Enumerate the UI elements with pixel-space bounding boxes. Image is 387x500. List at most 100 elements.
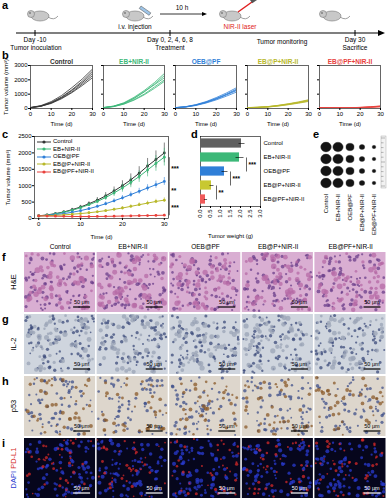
svg-text:***: *** (171, 165, 179, 172)
svg-text:50 μm: 50 μm (146, 485, 162, 491)
svg-text:DAPI PD-L1: DAPI PD-L1 (9, 448, 18, 489)
svg-text:Day -10: Day -10 (24, 36, 47, 44)
svg-text:1500: 1500 (18, 166, 32, 172)
svg-text:OEB@PF: OEB@PF (191, 243, 220, 250)
svg-text:0: 0 (102, 111, 106, 117)
svg-text:3000: 3000 (14, 62, 28, 68)
svg-text:50 μm: 50 μm (292, 361, 308, 367)
svg-text:EB+NIR-II: EB+NIR-II (264, 154, 292, 160)
svg-text:1.5: 1.5 (227, 209, 233, 218)
svg-text:30: 30 (161, 111, 168, 117)
svg-text:Tumor inoculation: Tumor inoculation (10, 44, 62, 51)
svg-text:EB@PF+NIR-II: EB@PF+NIR-II (328, 58, 373, 65)
svg-text:2000: 2000 (14, 77, 28, 83)
svg-text:50 μm: 50 μm (292, 485, 308, 491)
svg-text:10 h: 10 h (176, 4, 189, 11)
svg-text:Sacrifice: Sacrifice (343, 44, 368, 51)
svg-text:50 μm: 50 μm (292, 423, 308, 429)
svg-text:OEB@PF: OEB@PF (264, 168, 291, 174)
svg-text:Control: Control (264, 140, 283, 146)
svg-text:50 μm: 50 μm (364, 423, 380, 429)
svg-text:30: 30 (377, 111, 384, 117)
svg-text:3.0: 3.0 (257, 209, 263, 218)
svg-text:50 μm: 50 μm (74, 299, 90, 305)
svg-text:10: 10 (120, 111, 127, 117)
svg-text:Tumor volume (mm³): Tumor volume (mm³) (5, 150, 11, 206)
svg-text:**: ** (219, 189, 225, 196)
svg-text:0: 0 (29, 111, 33, 117)
svg-text:Control: Control (50, 58, 73, 65)
svg-text:Control: Control (323, 194, 329, 213)
svg-text:1000: 1000 (18, 183, 32, 189)
svg-text:EB@P+NIR-II: EB@P+NIR-II (258, 243, 299, 250)
svg-text:2000: 2000 (18, 150, 32, 156)
svg-text:1000: 1000 (14, 91, 28, 97)
svg-text:Time (d): Time (d) (267, 121, 289, 127)
svg-text:i.v. injection: i.v. injection (118, 23, 152, 31)
svg-text:500: 500 (21, 199, 32, 205)
svg-text:EB@PF+NIR-II: EB@PF+NIR-II (264, 196, 305, 202)
svg-text:50 μm: 50 μm (219, 299, 235, 305)
svg-text:EB@P+NIR-II: EB@P+NIR-II (258, 58, 299, 65)
svg-text:50 μm: 50 μm (364, 361, 380, 367)
svg-text:Time (d): Time (d) (195, 121, 217, 127)
svg-text:50 μm: 50 μm (364, 299, 380, 305)
svg-text:50 μm: 50 μm (146, 423, 162, 429)
svg-text:0: 0 (37, 221, 41, 227)
svg-text:50 μm: 50 μm (74, 423, 90, 429)
svg-text:20: 20 (213, 111, 220, 117)
svg-text:1.0: 1.0 (217, 209, 223, 218)
svg-text:2.5: 2.5 (247, 209, 253, 218)
svg-text:EB+NIR-II: EB+NIR-II (119, 58, 149, 65)
svg-text:20: 20 (285, 111, 292, 117)
svg-text:30: 30 (305, 111, 312, 117)
svg-text:Control: Control (50, 243, 72, 250)
svg-text:10: 10 (264, 111, 271, 117)
svg-text:50 μm: 50 μm (74, 485, 90, 491)
svg-text:Time (d): Time (d) (90, 234, 112, 240)
svg-text:IL-2: IL-2 (9, 338, 18, 351)
svg-text:10: 10 (77, 221, 84, 227)
svg-text:Treatment: Treatment (155, 44, 185, 51)
svg-text:EB@PF+NIR-II: EB@PF+NIR-II (371, 194, 377, 235)
svg-text:2500: 2500 (18, 133, 32, 139)
svg-text:0: 0 (246, 111, 250, 117)
svg-text:50 μm: 50 μm (146, 299, 162, 305)
svg-text:***: *** (249, 161, 257, 168)
svg-text:Tumor weight (g): Tumor weight (g) (208, 233, 253, 239)
svg-text:Time (d): Time (d) (50, 121, 72, 127)
svg-text:0: 0 (174, 111, 178, 117)
svg-text:0.5: 0.5 (207, 209, 213, 218)
svg-text:20: 20 (119, 221, 126, 227)
svg-text:***: *** (233, 175, 241, 182)
svg-text:NIR-II laser: NIR-II laser (224, 23, 258, 30)
svg-text:p53: p53 (9, 400, 18, 413)
svg-text:EB+NIR-II: EB+NIR-II (118, 243, 148, 250)
svg-text:10: 10 (48, 111, 55, 117)
svg-text:OEB@PF: OEB@PF (347, 194, 353, 221)
svg-text:20: 20 (68, 111, 75, 117)
svg-text:EB@P+NIR-II: EB@P+NIR-II (359, 194, 365, 232)
svg-text:Time (d): Time (d) (123, 121, 145, 127)
svg-text:EB+NIR-II: EB+NIR-II (335, 194, 341, 222)
svg-text:Time (d): Time (d) (339, 121, 361, 127)
svg-text:30: 30 (161, 221, 168, 227)
svg-text:0: 0 (318, 111, 322, 117)
svg-text:0: 0 (24, 105, 28, 111)
svg-text:EB@P+NIR-II: EB@P+NIR-II (264, 182, 302, 188)
svg-text:**: ** (171, 187, 177, 194)
svg-text:***: *** (171, 204, 179, 211)
svg-text:20: 20 (141, 111, 148, 117)
svg-text:10: 10 (336, 111, 343, 117)
svg-text:10: 10 (192, 111, 199, 117)
svg-text:2.0: 2.0 (237, 209, 243, 218)
svg-text:20: 20 (357, 111, 364, 117)
svg-text:Tumor volume (mm³): Tumor volume (mm³) (3, 59, 9, 115)
svg-text:0: 0 (28, 215, 32, 221)
svg-text:50 μm: 50 μm (219, 485, 235, 491)
svg-text:Tumor monitoring: Tumor monitoring (257, 38, 308, 46)
svg-text:50 μm: 50 μm (292, 299, 308, 305)
svg-text:30: 30 (233, 111, 240, 117)
svg-text:50 μm: 50 μm (146, 361, 162, 367)
svg-text:30: 30 (89, 111, 96, 117)
